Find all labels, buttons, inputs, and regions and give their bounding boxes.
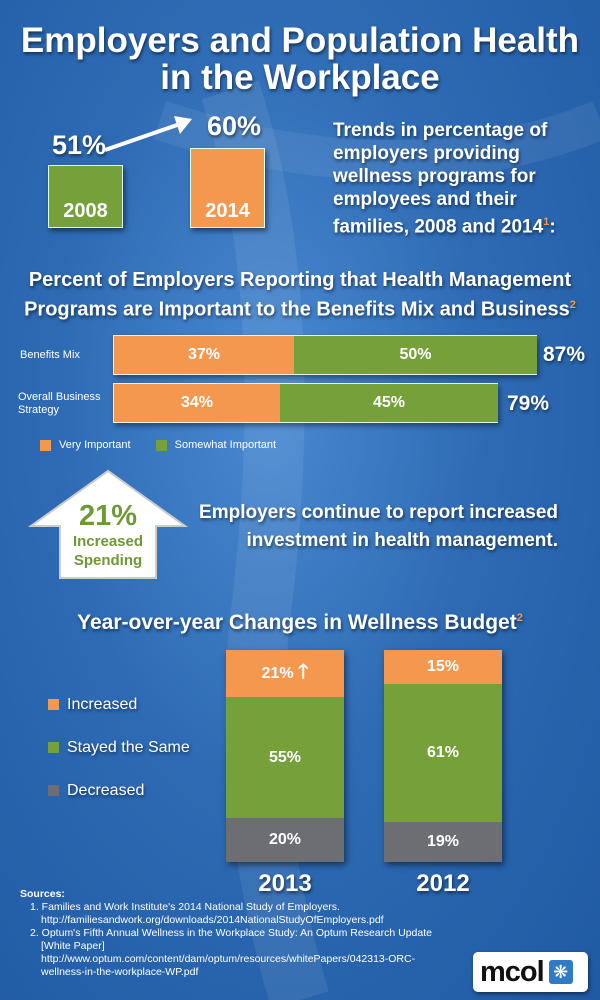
segment-same: 61% (384, 684, 502, 822)
bar-2012: 15% 61% 19% (384, 650, 502, 862)
importance-title: Percent of Employers Reporting that Heal… (24, 269, 576, 321)
asterisk-icon: ❋ (548, 960, 573, 984)
legend: Very Important Somewhat Important (40, 439, 276, 452)
label-51: 51% (52, 130, 107, 160)
up-arrow-icon (28, 469, 188, 579)
segment-somewhat: 50% (294, 336, 537, 374)
segment-decreased: 19% (384, 822, 502, 862)
segment-same: 55% (226, 697, 344, 818)
segment-somewhat: 45% (280, 384, 498, 422)
year-label: 2013 (258, 870, 312, 897)
row-label: Benefits Mix (20, 349, 80, 361)
segment-increased: 15% (384, 650, 502, 684)
segment-decreased: 20% (226, 818, 344, 862)
bar-2013: 21% 🡑 55% 20% (226, 650, 344, 862)
sources: Sources: 1. Families and Work Institute'… (20, 888, 432, 978)
source-link[interactable]: http://www.optum.com/content/dam/optum/r… (41, 953, 416, 965)
page-title: Employers and Population Health in the Wo… (20, 21, 580, 97)
spending-text: Employers continue to report increased i… (199, 502, 558, 551)
segment-very: 37% (114, 336, 294, 374)
year-label: 2012 (416, 870, 470, 897)
up-arrow-icon: 🡑 (298, 660, 309, 683)
trend-description: Trends in percentage of employers provid… (333, 120, 556, 238)
bar-benefits-mix: 37% 50% (113, 335, 537, 375)
mcol-logo[interactable]: mcol ❋ (473, 952, 588, 992)
arrow-icon (104, 116, 192, 152)
budget-legend: Increased Stayed the Same Decreased (48, 683, 190, 812)
bar-business-strategy: 34% 45% (113, 383, 498, 423)
segment-very: 34% (114, 384, 280, 422)
source-link[interactable]: http://familiesandwork.org/downloads/201… (41, 914, 384, 926)
segment-increased: 21% 🡑 (226, 650, 344, 697)
spending-badge: 21% Increased Spending (72, 500, 144, 569)
label-60: 60% (207, 111, 262, 141)
bar-2014: 2014 (190, 148, 265, 228)
budget-title: Year-over-year Changes in Wellness Budge… (77, 611, 523, 634)
total-label: 87% (543, 343, 586, 366)
bar-2008: 2008 (48, 165, 123, 228)
row-label: Overall Business Strategy (18, 391, 101, 416)
total-label: 79% (507, 392, 550, 415)
